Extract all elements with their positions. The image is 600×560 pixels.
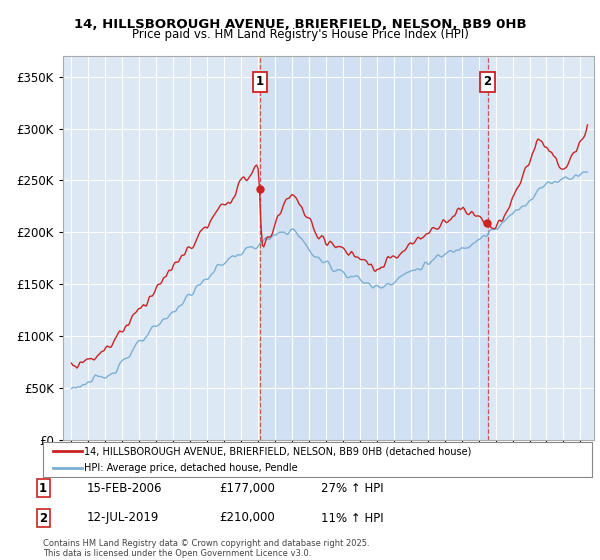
Text: 1: 1 <box>256 76 264 88</box>
Text: Price paid vs. HM Land Registry's House Price Index (HPI): Price paid vs. HM Land Registry's House … <box>131 28 469 41</box>
Text: 15-FEB-2006: 15-FEB-2006 <box>87 482 163 495</box>
Bar <box>260 56 488 440</box>
Text: 11% ↑ HPI: 11% ↑ HPI <box>321 511 383 525</box>
Text: 12-JUL-2019: 12-JUL-2019 <box>87 511 160 525</box>
Text: HPI: Average price, detached house, Pendle: HPI: Average price, detached house, Pend… <box>85 463 298 473</box>
Text: Contains HM Land Registry data © Crown copyright and database right 2025.
This d: Contains HM Land Registry data © Crown c… <box>43 539 370 558</box>
Text: 1: 1 <box>39 482 47 495</box>
Text: 2: 2 <box>484 76 491 88</box>
Text: 14, HILLSBOROUGH AVENUE, BRIERFIELD, NELSON, BB9 0HB (detached house): 14, HILLSBOROUGH AVENUE, BRIERFIELD, NEL… <box>85 446 472 456</box>
Text: 2: 2 <box>39 511 47 525</box>
Text: 27% ↑ HPI: 27% ↑ HPI <box>321 482 383 495</box>
Text: £210,000: £210,000 <box>219 511 275 525</box>
Text: £177,000: £177,000 <box>219 482 275 495</box>
Text: 14, HILLSBOROUGH AVENUE, BRIERFIELD, NELSON, BB9 0HB: 14, HILLSBOROUGH AVENUE, BRIERFIELD, NEL… <box>74 18 526 31</box>
